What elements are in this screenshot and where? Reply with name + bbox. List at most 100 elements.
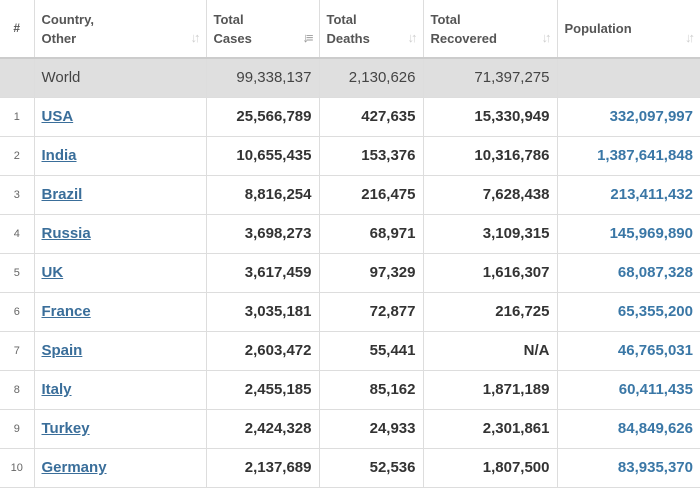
row-total-recovered: 216,725 (423, 292, 558, 332)
row-rank: 2 (0, 136, 35, 176)
country-link[interactable]: UK (41, 264, 64, 281)
row-population: 145,969,890 (557, 214, 700, 254)
row-total-deaths: 24,933 (319, 409, 424, 449)
country-link[interactable]: India (41, 147, 77, 164)
row-population: 46,765,031 (557, 331, 700, 371)
row-population: 332,097,997 (557, 97, 700, 137)
header-deaths-line2: Deaths (326, 30, 370, 46)
country-link[interactable]: Turkey (41, 420, 90, 437)
row-rank: 6 (0, 292, 35, 332)
country-link[interactable]: France (41, 303, 91, 320)
table-row: 7 Spain 2,603,472 55,441 N/A 46,765,031 (0, 331, 700, 371)
row-rank: 8 (0, 370, 35, 410)
row-rank: 7 (0, 331, 35, 371)
row-population: 65,355,200 (557, 292, 700, 332)
country-link[interactable]: Brazil (41, 186, 83, 203)
row-total-cases: 8,816,254 (206, 175, 320, 215)
world-total-deaths: 2,130,626 (319, 58, 424, 98)
row-total-cases: 10,655,435 (206, 136, 320, 176)
sort-icon[interactable]: ↓↑ (190, 30, 201, 45)
header-total-deaths[interactable]: Total Deaths ↓↑ (319, 0, 424, 59)
world-label: World (34, 58, 207, 98)
row-population: 83,935,370 (557, 448, 700, 488)
row-total-deaths: 85,162 (319, 370, 424, 410)
table-row: 8 Italy 2,455,185 85,162 1,871,189 60,41… (0, 370, 700, 410)
row-rank: 3 (0, 175, 35, 215)
header-rank[interactable]: # (0, 0, 35, 59)
header-country[interactable]: Country, Other ↓↑ (34, 0, 207, 59)
sort-icon[interactable]: ↓↑ (407, 30, 418, 45)
header-deaths-line1: Total (326, 11, 357, 27)
table-row: 6 France 3,035,181 72,877 216,725 65,355… (0, 292, 700, 332)
row-population: 1,387,641,848 (557, 136, 700, 176)
header-total-cases[interactable]: Total Cases ↓≡ (206, 0, 320, 59)
row-country: India (34, 136, 207, 176)
row-total-recovered: N/A (423, 331, 558, 371)
header-row: # Country, Other ↓↑ Total Cases ↓≡ Total (0, 0, 700, 59)
row-total-deaths: 97,329 (319, 253, 424, 293)
row-total-recovered: 1,807,500 (423, 448, 558, 488)
header-total-recovered[interactable]: Total Recovered ↓↑ (423, 0, 558, 59)
header-cases-line2: Cases (213, 30, 252, 46)
row-country: Turkey (34, 409, 207, 449)
country-link[interactable]: Russia (41, 225, 91, 242)
row-total-cases: 2,424,328 (206, 409, 320, 449)
header-population[interactable]: Population ↓↑ (557, 0, 700, 59)
row-total-recovered: 10,316,786 (423, 136, 558, 176)
table-row: 5 UK 3,617,459 97,329 1,616,307 68,087,3… (0, 253, 700, 293)
row-country: Russia (34, 214, 207, 254)
world-total-row: World 99,338,137 2,130,626 71,397,275 (0, 58, 700, 98)
table-row: 9 Turkey 2,424,328 24,933 2,301,861 84,8… (0, 409, 700, 449)
row-total-deaths: 52,536 (319, 448, 424, 488)
header-recovered-line2: Recovered (430, 30, 497, 46)
row-country: Spain (34, 331, 207, 371)
world-total-cases: 99,338,137 (206, 58, 320, 98)
row-total-cases: 3,698,273 (206, 214, 320, 254)
row-population: 84,849,626 (557, 409, 700, 449)
table-row: 4 Russia 3,698,273 68,971 3,109,315 145,… (0, 214, 700, 254)
header-rank-label: # (13, 21, 21, 35)
country-link[interactable]: USA (41, 108, 74, 125)
row-country: UK (34, 253, 207, 293)
row-rank: 4 (0, 214, 35, 254)
row-country: Italy (34, 370, 207, 410)
row-rank: 5 (0, 253, 35, 293)
row-country: Germany (34, 448, 207, 488)
sort-descending-icon[interactable]: ↓≡ (302, 30, 313, 45)
row-rank: 1 (0, 97, 35, 137)
row-country: Brazil (34, 175, 207, 215)
row-rank: 10 (0, 448, 35, 488)
row-total-cases: 3,617,459 (206, 253, 320, 293)
table-row: 1 USA 25,566,789 427,635 15,330,949 332,… (0, 97, 700, 137)
row-total-recovered: 3,109,315 (423, 214, 558, 254)
row-total-deaths: 55,441 (319, 331, 424, 371)
table-row: 10 Germany 2,137,689 52,536 1,807,500 83… (0, 448, 700, 488)
header-country-line2: Other (41, 30, 77, 46)
row-total-cases: 25,566,789 (206, 97, 320, 137)
country-link[interactable]: Spain (41, 342, 83, 359)
row-rank: 9 (0, 409, 35, 449)
row-total-deaths: 427,635 (319, 97, 424, 137)
header-country-line1: Country, (41, 11, 94, 27)
row-total-recovered: 7,628,438 (423, 175, 558, 215)
row-total-cases: 2,137,689 (206, 448, 320, 488)
row-total-recovered: 15,330,949 (423, 97, 558, 137)
header-population-label: Population (564, 21, 632, 36)
row-country: USA (34, 97, 207, 137)
sort-icon[interactable]: ↓↑ (541, 30, 552, 45)
row-total-cases: 3,035,181 (206, 292, 320, 332)
row-total-deaths: 216,475 (319, 175, 424, 215)
country-link[interactable]: Germany (41, 459, 107, 476)
row-total-deaths: 153,376 (319, 136, 424, 176)
country-link[interactable]: Italy (41, 381, 72, 398)
header-cases-line1: Total (213, 11, 244, 27)
world-total-recovered: 71,397,275 (423, 58, 558, 98)
row-total-deaths: 72,877 (319, 292, 424, 332)
row-total-cases: 2,455,185 (206, 370, 320, 410)
sort-icon[interactable]: ↓↑ (685, 30, 695, 45)
row-total-recovered: 1,616,307 (423, 253, 558, 293)
world-rank-cell (0, 58, 35, 98)
row-population: 213,411,432 (557, 175, 700, 215)
row-population: 60,411,435 (557, 370, 700, 410)
